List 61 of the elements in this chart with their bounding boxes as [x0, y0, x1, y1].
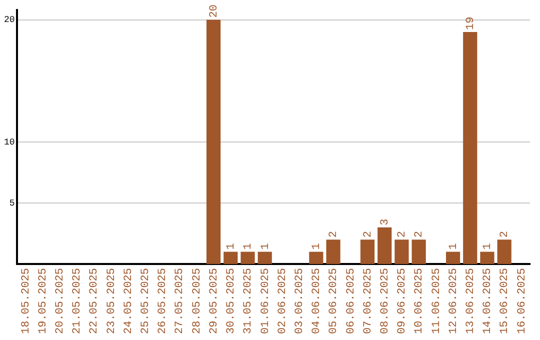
- x-tick-label: 13.06.2025: [465, 268, 478, 334]
- x-tick-label: 16.06.2025: [516, 268, 528, 334]
- x-tick-label: 22.05.2025: [88, 268, 101, 334]
- data-label: 1: [260, 242, 272, 250]
- x-tick-label: 07.06.2025: [362, 268, 374, 334]
- bar: [309, 252, 324, 264]
- x-tick-label: 14.06.2025: [482, 268, 494, 334]
- x-tick-label: 11.06.2025: [430, 268, 443, 334]
- x-tick-label: 08.06.2025: [380, 268, 392, 334]
- data-label: 1: [242, 242, 255, 250]
- bar: [326, 240, 340, 264]
- x-tick-label: 31.05.2025: [242, 268, 255, 334]
- x-tick-label: 25.05.2025: [140, 268, 152, 334]
- x-tick-label: 12.06.2025: [448, 268, 460, 334]
- data-label: 1: [226, 242, 238, 250]
- bar: [360, 240, 375, 264]
- x-tick-label: 05.06.2025: [328, 268, 340, 334]
- bar: [446, 252, 460, 264]
- x-tick-label: 29.05.2025: [208, 268, 220, 334]
- data-label: 2: [362, 230, 374, 238]
- data-label: 1: [311, 242, 324, 250]
- bar: [206, 20, 221, 264]
- x-tick-label: 26.05.2025: [157, 268, 170, 334]
- x-tick-label: 01.06.2025: [260, 268, 272, 334]
- x-tick-label: 23.05.2025: [106, 268, 118, 334]
- bar: [224, 252, 238, 264]
- bar: [240, 252, 255, 264]
- x-tick-label: 15.06.2025: [499, 268, 512, 334]
- data-label: 1: [482, 242, 494, 250]
- bar: [480, 252, 494, 264]
- x-tick-label: 24.05.2025: [122, 268, 135, 334]
- data-label: 19: [465, 16, 478, 30]
- x-tick-label: 06.06.2025: [345, 268, 358, 334]
- bar: [378, 227, 392, 264]
- y-tick-label: 10: [4, 137, 15, 148]
- data-label: 20: [208, 4, 220, 18]
- x-tick-label: 27.05.2025: [174, 268, 186, 334]
- bar: [497, 240, 512, 264]
- x-tick-label: 03.06.2025: [294, 268, 306, 334]
- x-tick-label: 21.05.2025: [72, 268, 84, 334]
- bar: [258, 252, 272, 264]
- data-label: 2: [499, 230, 512, 238]
- x-tick-label: 20.05.2025: [54, 268, 66, 334]
- x-tick-label: 30.05.2025: [226, 268, 238, 334]
- data-label: 2: [396, 230, 409, 238]
- data-label: 1: [448, 242, 460, 250]
- x-tick-label: 04.06.2025: [311, 268, 324, 334]
- x-tick-label: 28.05.2025: [191, 268, 204, 334]
- x-tick-label: 18.05.2025: [20, 268, 32, 334]
- data-label: 2: [328, 230, 340, 238]
- x-tick-label: 09.06.2025: [396, 268, 409, 334]
- data-label: 2: [414, 230, 426, 238]
- bar: [412, 240, 426, 264]
- x-tick-label: 10.06.2025: [414, 268, 426, 334]
- x-tick-label: 02.06.2025: [276, 268, 289, 334]
- y-tick-label: 20: [4, 15, 15, 26]
- y-tick-label: 5: [9, 198, 15, 208]
- bar: [463, 32, 478, 264]
- bar: [394, 240, 409, 264]
- data-label: 3: [380, 218, 392, 226]
- x-tick-label: 19.05.2025: [37, 268, 50, 334]
